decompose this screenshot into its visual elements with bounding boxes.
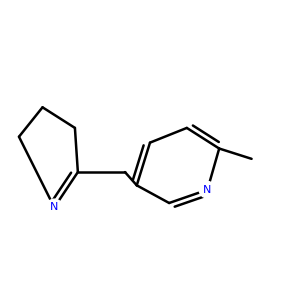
Text: N: N [203, 185, 212, 195]
Circle shape [46, 199, 63, 216]
Circle shape [199, 182, 216, 198]
Text: N: N [50, 202, 58, 212]
